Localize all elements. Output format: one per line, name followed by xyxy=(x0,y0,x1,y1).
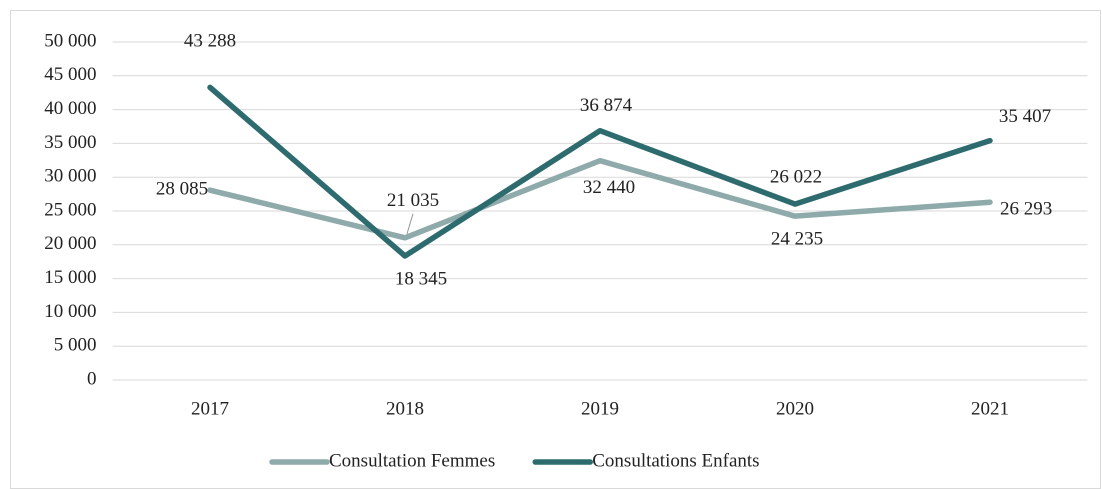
y-tick-label: 45 000 xyxy=(44,64,96,85)
data-label: 21 035 xyxy=(387,190,439,211)
data-label: 24 235 xyxy=(771,229,823,250)
x-tick-label: 2017 xyxy=(191,398,229,419)
series-line xyxy=(207,157,993,241)
legend-label: Consultations Enfants xyxy=(592,450,759,471)
x-tick-label: 2021 xyxy=(971,398,1009,419)
y-tick-label: 10 000 xyxy=(44,301,96,322)
leader-line xyxy=(406,213,414,234)
data-label: 43 288 xyxy=(184,31,236,52)
data-label: 26 022 xyxy=(770,166,822,187)
y-tick-label: 35 000 xyxy=(44,132,96,153)
series-line xyxy=(207,84,993,259)
x-tick-label: 2019 xyxy=(581,398,619,419)
data-label: 32 440 xyxy=(583,177,635,198)
y-tick-label: 20 000 xyxy=(44,233,96,254)
y-tick-label: 25 000 xyxy=(44,199,96,220)
y-tick-label: 5 000 xyxy=(54,335,97,356)
y-tick-label: 30 000 xyxy=(44,166,96,187)
y-tick-label: 15 000 xyxy=(44,267,96,288)
data-label: 26 293 xyxy=(1000,199,1052,220)
data-label: 36 874 xyxy=(580,95,633,116)
y-tick-label: 0 xyxy=(87,368,97,389)
data-label: 35 407 xyxy=(999,106,1051,127)
y-tick-label: 50 000 xyxy=(44,30,96,51)
x-tick-label: 2018 xyxy=(386,398,424,419)
data-label: 18 345 xyxy=(395,268,447,289)
y-tick-label: 40 000 xyxy=(44,98,96,119)
x-tick-label: 2020 xyxy=(776,398,814,419)
legend-label: Consultation Femmes xyxy=(329,450,495,471)
chart-border xyxy=(10,10,1101,489)
data-label: 28 085 xyxy=(156,179,208,200)
